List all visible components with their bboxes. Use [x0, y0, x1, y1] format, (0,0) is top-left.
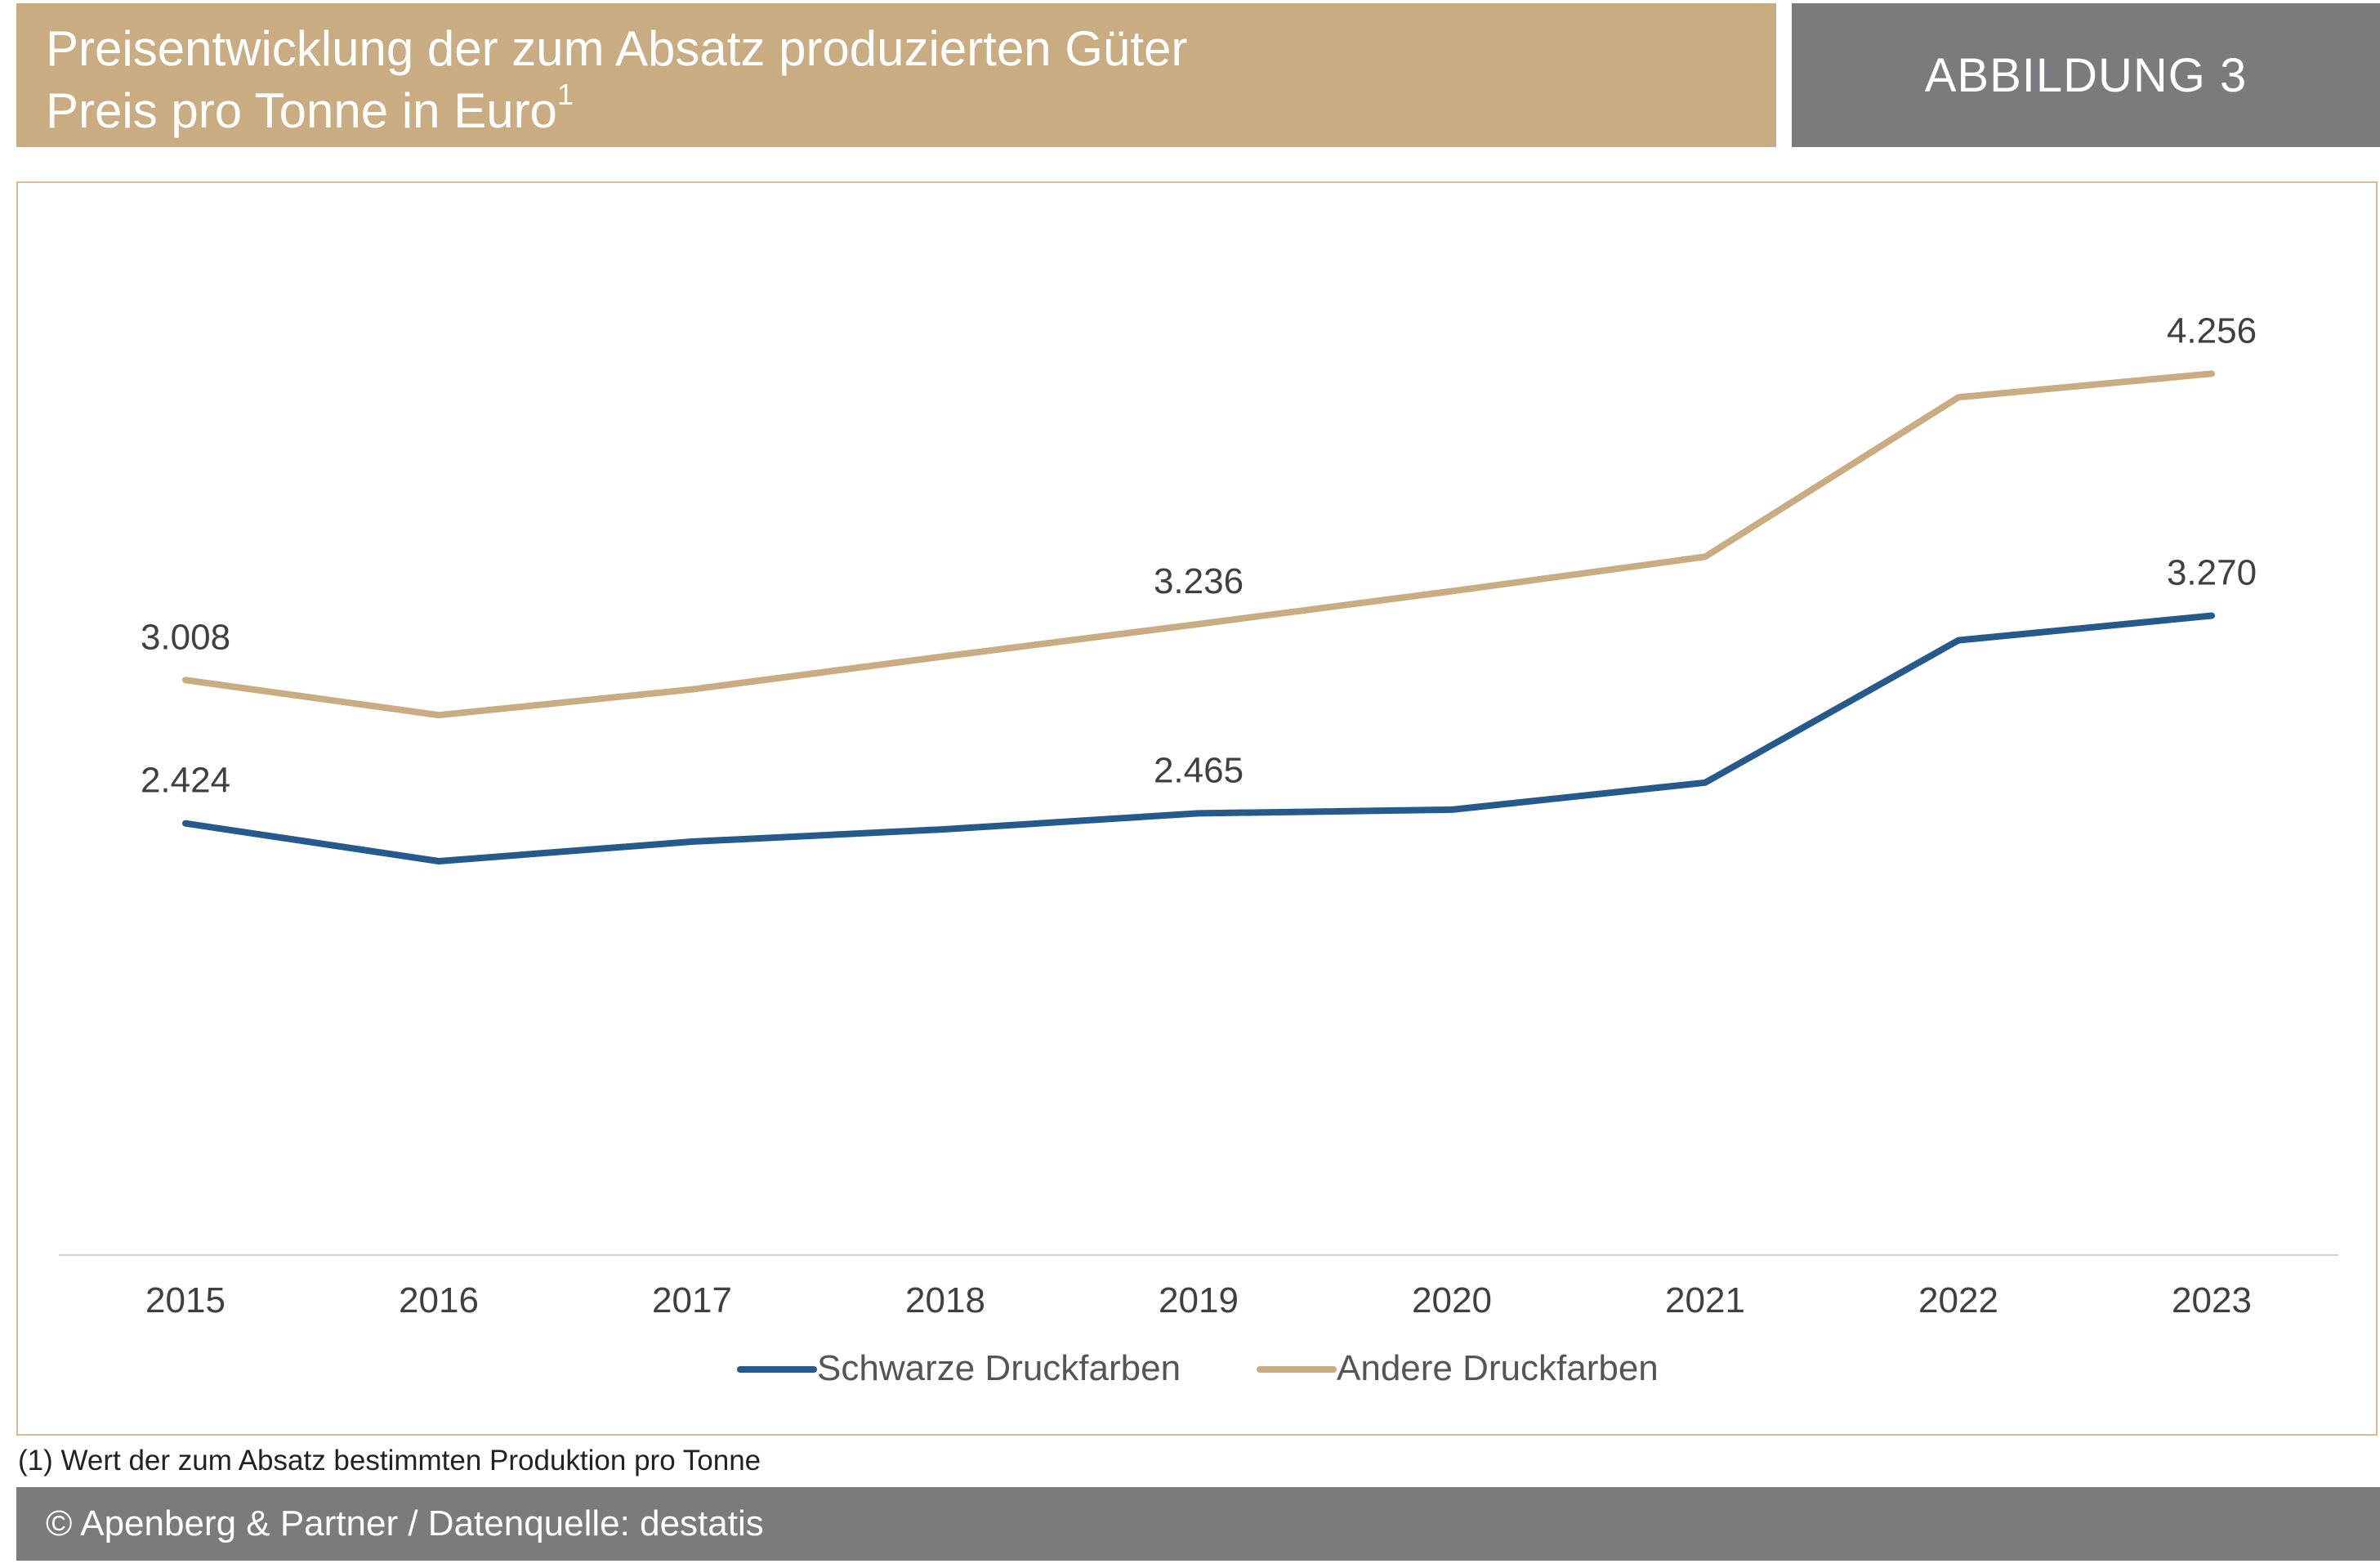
x-tick-label: 2022	[1918, 1280, 1998, 1320]
subtitle-text: Preis pro Tonne in Euro	[46, 83, 557, 138]
footer-bar: © Apenberg & Partner / Datenquelle: dest…	[16, 1487, 2380, 1561]
data-label: 3.270	[2167, 553, 2257, 593]
data-label: 3.008	[141, 617, 230, 657]
data-label: 2.465	[1154, 750, 1244, 790]
title-banner: Preisentwicklung der zum Absatz produzie…	[16, 3, 1776, 147]
x-tick-label: 2015	[145, 1280, 225, 1320]
x-tick-label: 2019	[1159, 1280, 1239, 1320]
legend-label: Andere Druckfarben	[1337, 1348, 1659, 1388]
x-tick-label: 2016	[399, 1280, 479, 1320]
x-tick-label: 2018	[905, 1280, 985, 1320]
chart-subtitle: Preis pro Tonne in Euro1	[46, 80, 1776, 142]
x-tick-label: 2020	[1412, 1280, 1492, 1320]
data-label: 4.256	[2167, 310, 2257, 351]
legend-label: Schwarze Druckfarben	[817, 1348, 1181, 1388]
figure-badge: ABBILDUNG 3	[1924, 48, 2248, 102]
chart-frame: 2015 2016 2017 2018 2019 2020 2021 2022 2023 2.42…	[16, 181, 2378, 1436]
source-credit: © Apenberg & Partner / Datenquelle: dest…	[46, 1503, 764, 1543]
chart-title: Preisentwicklung der zum Absatz produzie…	[46, 21, 1188, 76]
subtitle-footnote-marker: 1	[556, 78, 574, 111]
x-tick-label: 2021	[1665, 1280, 1745, 1320]
x-tick-label: 2017	[652, 1280, 732, 1320]
footnote: (1) Wert der zum Absatz bestimmten Produ…	[18, 1445, 761, 1476]
data-label: 3.236	[1154, 561, 1244, 601]
figure-badge-box: ABBILDUNG 3	[1792, 3, 2380, 147]
series-line-schwarze	[182, 612, 2215, 864]
line-chart: 2015 2016 2017 2018 2019 2020 2021 2022 2023 2.42…	[59, 310, 2338, 1388]
x-tick-label: 2023	[2172, 1280, 2252, 1320]
data-label: 2.424	[141, 761, 230, 801]
series-line-andere	[182, 370, 2215, 719]
